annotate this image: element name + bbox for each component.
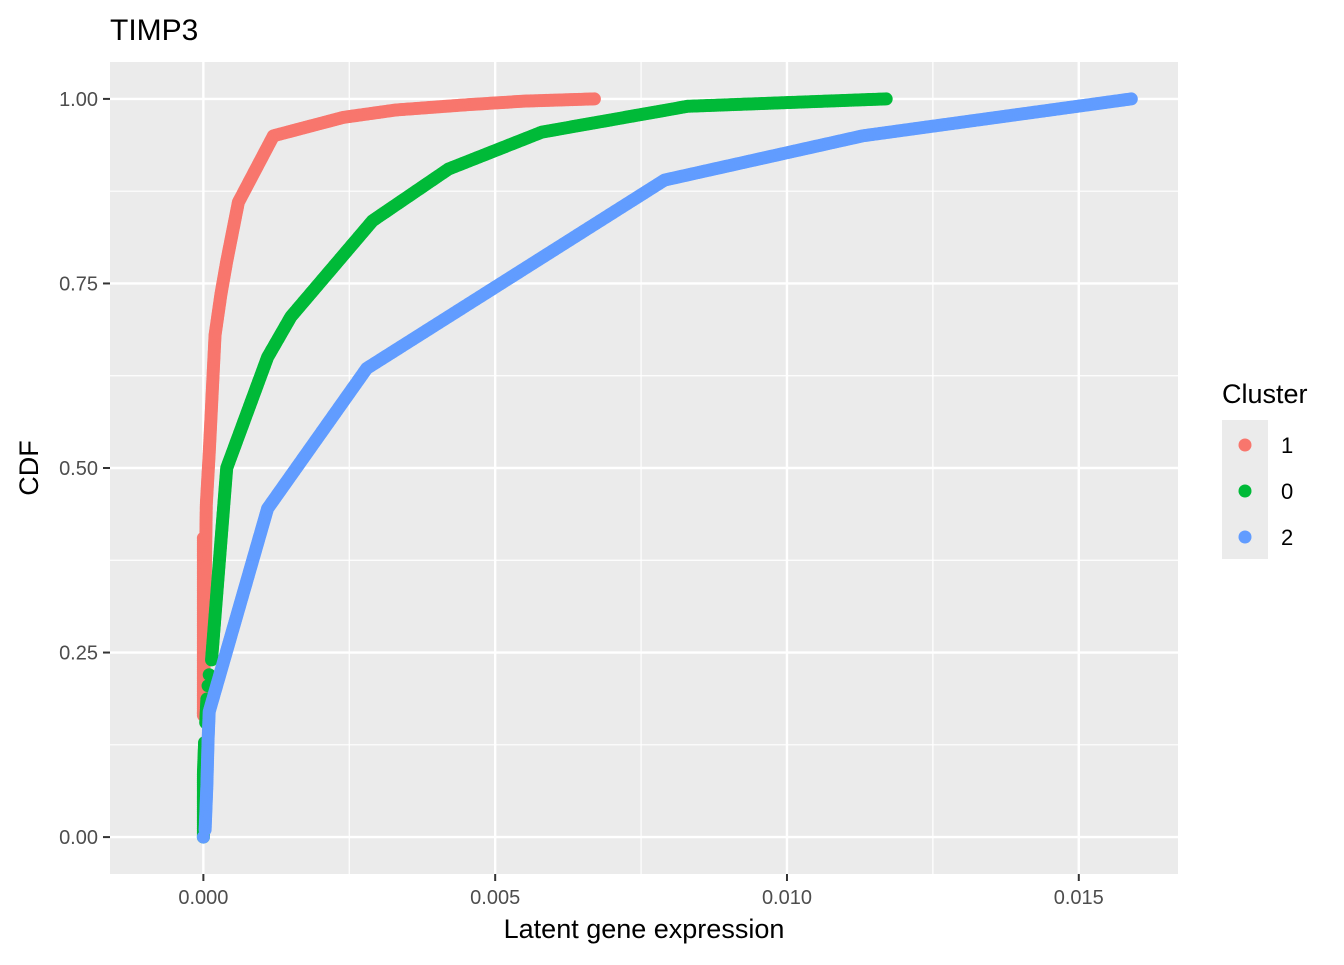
x-axis-ticks: 0.000 0.005 0.010 0.015	[178, 874, 1104, 909]
data-point	[1124, 92, 1138, 106]
series-0	[196, 92, 893, 844]
y-tick-label: 0.75	[59, 273, 98, 295]
x-tick-label: 0.000	[178, 887, 228, 909]
legend-key-2	[1238, 530, 1252, 544]
y-tick-label: 0.50	[59, 458, 98, 480]
data-point	[587, 92, 601, 106]
data-points	[196, 92, 1138, 844]
legend-key-1	[1238, 438, 1252, 452]
chart-title: TIMP3	[110, 14, 198, 47]
x-tick-label: 0.015	[1054, 887, 1104, 909]
legend: Cluster 1 0 2	[1222, 379, 1308, 559]
y-axis-label: CDF	[14, 440, 44, 496]
series-2	[196, 92, 1138, 844]
x-axis-label: Latent gene expression	[504, 914, 785, 944]
legend-label: 1	[1281, 433, 1293, 458]
y-axis-ticks: 0.00 0.25 0.50 0.75 1.00	[59, 89, 110, 849]
y-tick-label: 1.00	[59, 89, 98, 111]
legend-key-0	[1238, 484, 1252, 498]
legend-label: 2	[1281, 525, 1293, 550]
y-tick-label: 0.25	[59, 643, 98, 665]
legend-title: Cluster	[1222, 379, 1308, 409]
x-tick-label: 0.010	[762, 887, 812, 909]
y-tick-label: 0.00	[59, 827, 98, 849]
legend-label: 0	[1281, 479, 1293, 504]
data-point	[879, 92, 893, 106]
x-tick-label: 0.005	[470, 887, 520, 909]
